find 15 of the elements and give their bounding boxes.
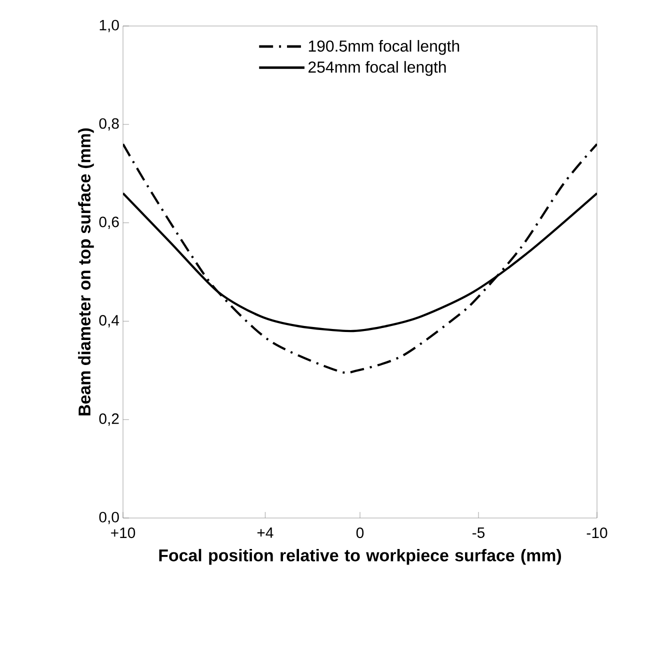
x-tick-label: 0 [356, 528, 364, 538]
x-tick-label: -10 [586, 528, 608, 538]
x-axis-title: Focal position relative to workpiece surface (mm) [159, 548, 562, 565]
y-tick-label: 0,6 [99, 216, 119, 229]
legend-label: 190.5mm focal length [308, 40, 460, 55]
x-tick-label: +10 [111, 528, 136, 538]
x-tick-label: -5 [472, 528, 485, 538]
y-tick-label: 0,2 [99, 413, 119, 426]
y-tick-label: 0,8 [99, 118, 119, 131]
y-axis-title: Beam diameter on top surface (mm) [78, 128, 94, 416]
y-tick-label: 0,0 [99, 512, 119, 524]
y-tick-label: 0,4 [99, 315, 120, 328]
y-tick-label: 1,0 [100, 20, 119, 32]
x-tick-label: +4 [257, 528, 274, 538]
legend-label: 254mm focal length [308, 61, 446, 76]
